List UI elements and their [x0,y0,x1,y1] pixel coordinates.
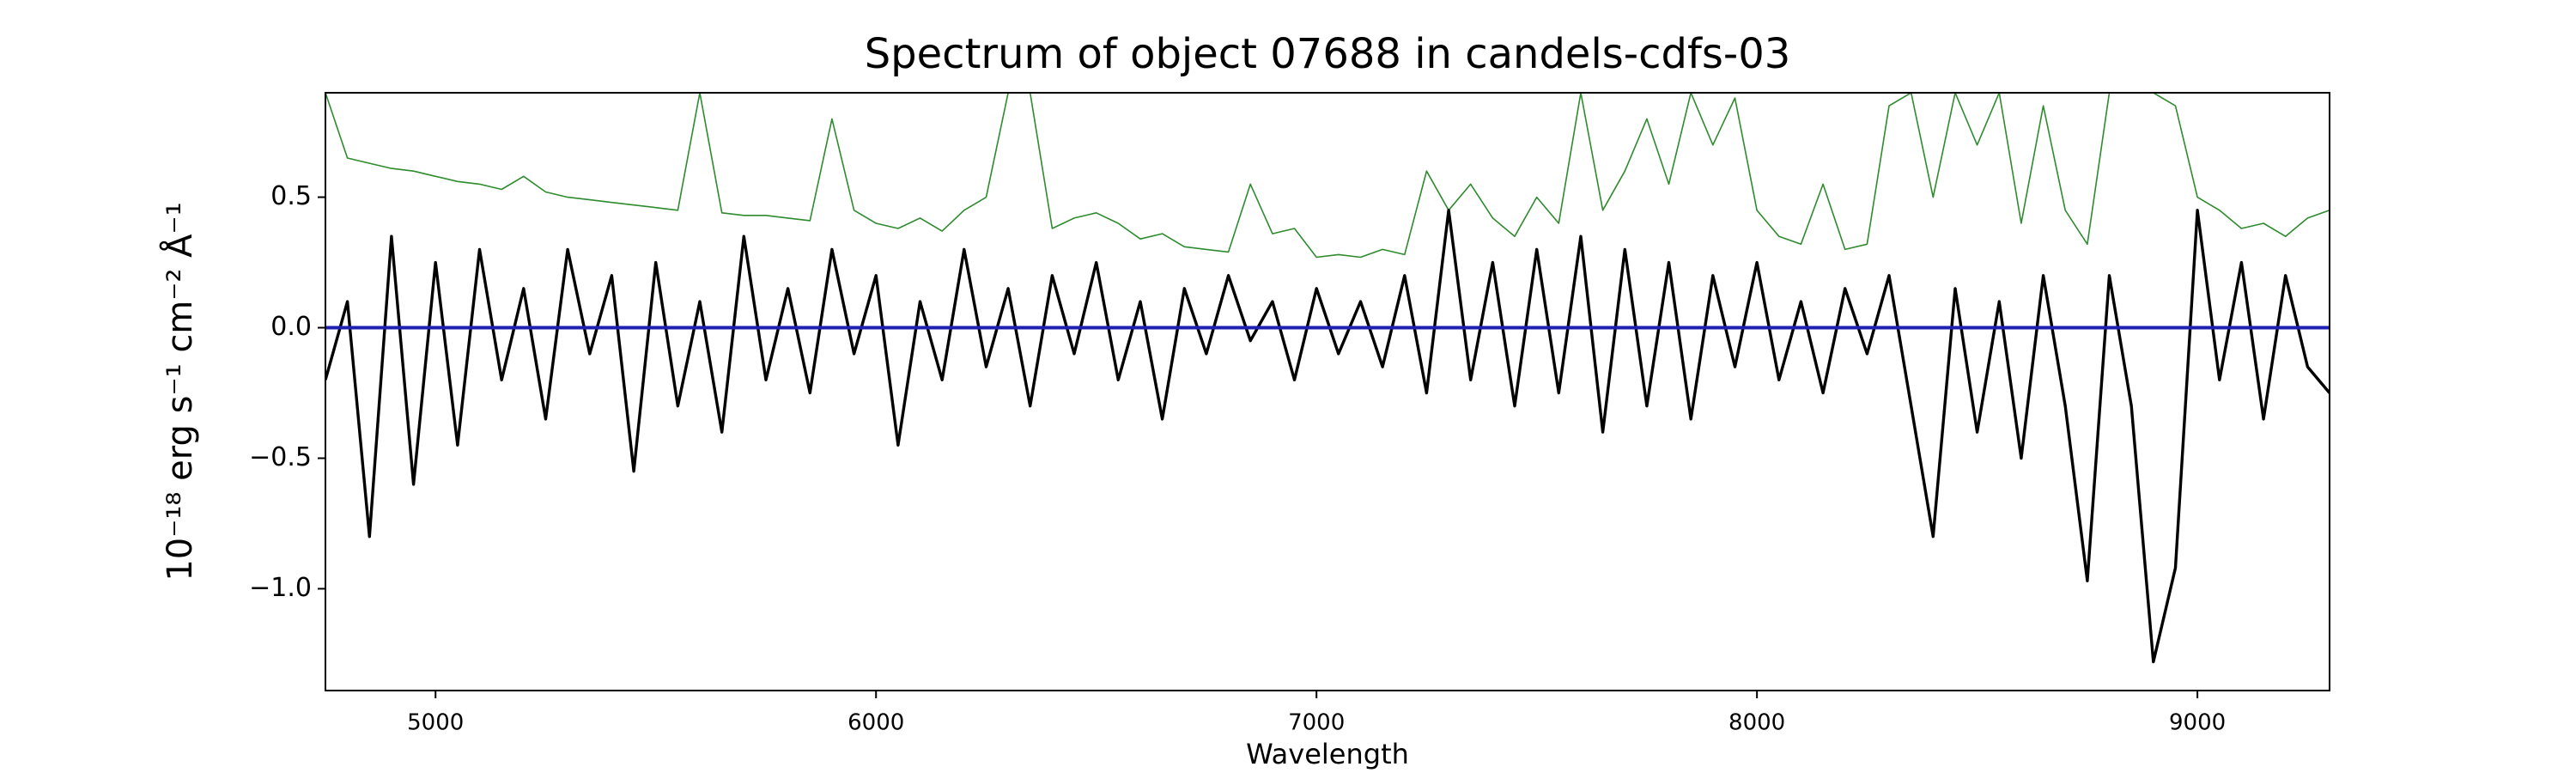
y-tick-label: −0.5 [249,442,312,472]
x-tick-label: 7000 [1288,710,1345,736]
y-tick-label: −1.0 [249,573,312,603]
plot-frame [325,92,2330,691]
x-axis-label: Wavelength [1246,738,1409,770]
chart-title: Spectrum of object 07688 in candels-cdfs… [865,30,1791,78]
y-tick-label: 0.5 [270,181,312,211]
y-tick-label: 0.0 [270,312,312,342]
x-tick-label: 5000 [407,710,464,736]
x-tick-label: 9000 [2169,710,2226,736]
x-tick-label: 6000 [848,710,904,736]
x-tick-label: 8000 [1728,710,1785,736]
series-line [325,93,2330,259]
y-axis-label: 10⁻¹⁸ erg s⁻¹ cm⁻² Å⁻¹ [159,202,200,581]
series-line [325,209,2330,664]
